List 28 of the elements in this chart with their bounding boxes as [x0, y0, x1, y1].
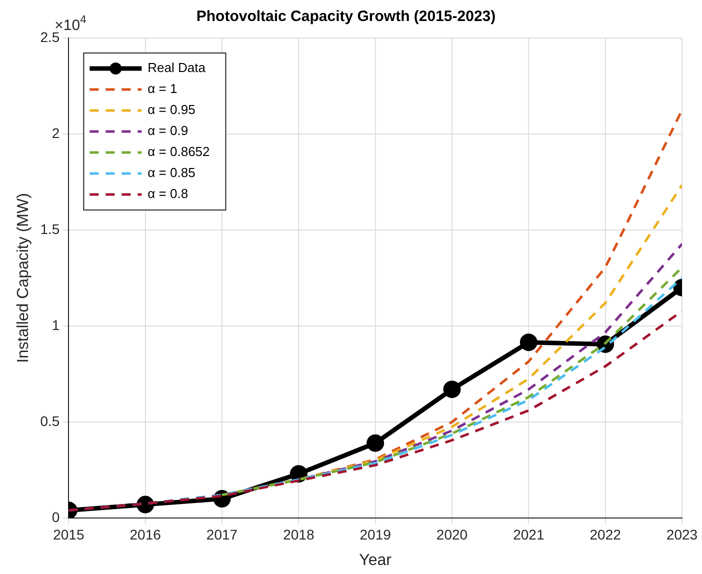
x-tick-label: 2021 [513, 526, 544, 542]
y-tick-label: 2 [52, 124, 60, 141]
y-tick-label: 0.5 [40, 412, 60, 429]
point [520, 334, 538, 352]
legend-label: α = 0.9 [148, 123, 188, 138]
y-axis-title: Installed Capacity (MW) [15, 193, 32, 363]
legend-label: α = 1 [148, 81, 178, 96]
chart-title: Photovoltaic Capacity Growth (2015-2023) [196, 8, 496, 26]
x-tick-label: 2015 [53, 526, 84, 542]
point [443, 380, 461, 398]
legend-label: Real Data [148, 60, 206, 76]
x-tick-label: 2016 [130, 526, 162, 542]
x-tick-label: 2019 [360, 526, 392, 542]
legend-label: α = 0.8 [148, 186, 188, 202]
legend-label: α = 0.95 [148, 102, 196, 118]
y-tick-label: 0 [52, 508, 60, 525]
y-tick-label: 1.5 [40, 220, 60, 237]
y-tick-label: 1 [52, 316, 60, 333]
legend-label: α = 0.8652 [148, 144, 210, 160]
x-tick-label: 2023 [666, 526, 698, 542]
x-tick-label: 2022 [590, 526, 622, 542]
x-tick-label: 2018 [283, 526, 314, 542]
x-tick-label: 2017 [206, 526, 238, 542]
legend-label: α = 0.85 [148, 165, 196, 180]
y-tick-label: 2.5 [40, 28, 60, 45]
x-axis-title: Year [359, 552, 392, 569]
x-tick-label: 2020 [436, 526, 468, 542]
point [366, 434, 384, 452]
